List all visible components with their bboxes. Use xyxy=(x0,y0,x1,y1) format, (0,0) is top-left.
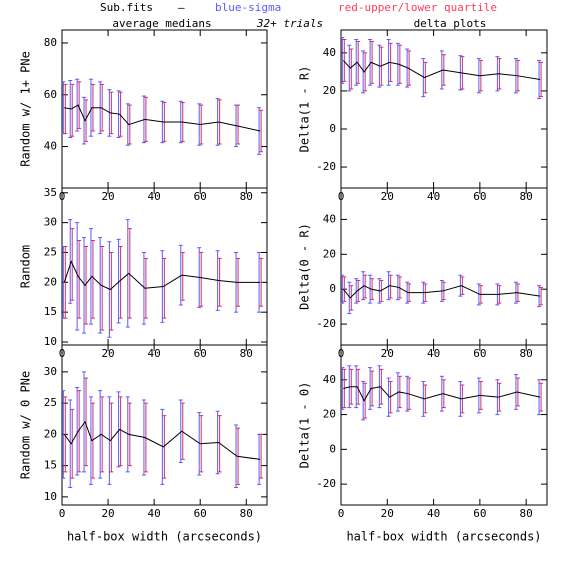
right-heading: delta plots xyxy=(414,17,487,30)
y-tick-label: 40 xyxy=(323,46,336,59)
x-tick-label: 60 xyxy=(194,347,207,360)
file-name: Sub.fits xyxy=(100,1,153,14)
y-tick-label: 30 xyxy=(44,365,57,378)
y-tick-label: 40 xyxy=(323,212,336,225)
x-tick-label: 0 xyxy=(338,507,345,520)
y-tick-label: 15 xyxy=(44,305,57,318)
separator: – xyxy=(178,1,185,14)
median-line xyxy=(63,420,261,460)
x-tick-label: 20 xyxy=(101,507,114,520)
x-tick-label: 60 xyxy=(194,507,207,520)
y-tick-label: 20 xyxy=(323,84,336,97)
y-tick-label: 10 xyxy=(44,490,57,503)
median-line xyxy=(64,104,261,132)
x-tick-label: 40 xyxy=(427,190,440,203)
x-tick-label: 80 xyxy=(240,190,253,203)
x-tick-label: 80 xyxy=(520,347,533,360)
x-tick-label: 80 xyxy=(520,507,533,520)
y-tick-label: -20 xyxy=(316,160,336,173)
x-tick-label: 20 xyxy=(101,347,114,360)
x-tick-label: 60 xyxy=(473,507,486,520)
median-line xyxy=(342,60,541,80)
y-axis-label: Delta(1 - 0) xyxy=(298,382,312,469)
legend-quartile: red-upper/lower quartile xyxy=(338,1,497,14)
x-axis-label: half-box width (arcseconds) xyxy=(67,530,262,544)
x-tick-label: 20 xyxy=(381,347,394,360)
plot-frame xyxy=(61,344,268,506)
x-tick-label: 80 xyxy=(240,507,253,520)
x-tick-label: 60 xyxy=(194,190,207,203)
y-tick-label: 25 xyxy=(44,396,57,409)
y-tick-label: 30 xyxy=(44,216,57,229)
y-tick-label: 40 xyxy=(323,373,336,386)
y-tick-label: 25 xyxy=(44,245,57,258)
x-tick-label: 60 xyxy=(473,190,486,203)
center-heading: 32+ trials xyxy=(256,17,323,30)
y-tick-label: 20 xyxy=(323,408,336,421)
legend-sigma: blue-sigma xyxy=(215,1,281,14)
y-tick-label: 20 xyxy=(323,247,336,260)
y-axis-label: Random xyxy=(19,245,33,288)
median-line xyxy=(342,285,541,299)
x-tick-label: 40 xyxy=(427,507,440,520)
y-tick-label: 35 xyxy=(44,186,57,199)
x-tick-label: 60 xyxy=(473,347,486,360)
x-tick-label: 40 xyxy=(148,347,161,360)
y-tick-label: 0 xyxy=(329,122,336,135)
x-tick-label: 80 xyxy=(520,190,533,203)
left-heading: average medians xyxy=(112,17,211,30)
plot-frame xyxy=(340,344,548,506)
plot-frame xyxy=(340,187,548,346)
y-tick-label: 20 xyxy=(44,275,57,288)
y-axis-label: Delta(0 - R) xyxy=(298,223,312,310)
y-tick-label: 0 xyxy=(329,442,336,455)
median-line xyxy=(343,386,541,402)
y-tick-label: 60 xyxy=(44,88,57,101)
median-line xyxy=(63,260,261,291)
y-tick-label: -20 xyxy=(316,317,336,330)
y-tick-label: 15 xyxy=(44,459,57,472)
y-tick-label: 10 xyxy=(44,335,57,348)
x-tick-label: 20 xyxy=(381,190,394,203)
x-tick-label: 80 xyxy=(240,347,253,360)
x-tick-label: 40 xyxy=(148,507,161,520)
y-axis-label: Delta(1 - R) xyxy=(298,66,312,153)
y-tick-label: 20 xyxy=(44,427,57,440)
x-tick-label: 20 xyxy=(381,507,394,520)
x-tick-label: 40 xyxy=(148,190,161,203)
x-tick-label: 40 xyxy=(427,347,440,360)
y-axis-label: Random w/ 0 PNe xyxy=(19,371,33,479)
x-axis-label: half-box width (arcseconds) xyxy=(346,530,541,544)
x-tick-label: 20 xyxy=(101,190,114,203)
y-tick-label: 40 xyxy=(44,140,57,153)
y-tick-label: 0 xyxy=(329,282,336,295)
y-axis-label: Random w/ 1+ PNe xyxy=(19,51,33,167)
y-tick-label: 80 xyxy=(44,36,57,49)
y-tick-label: -20 xyxy=(316,477,336,490)
x-tick-label: 0 xyxy=(59,507,66,520)
